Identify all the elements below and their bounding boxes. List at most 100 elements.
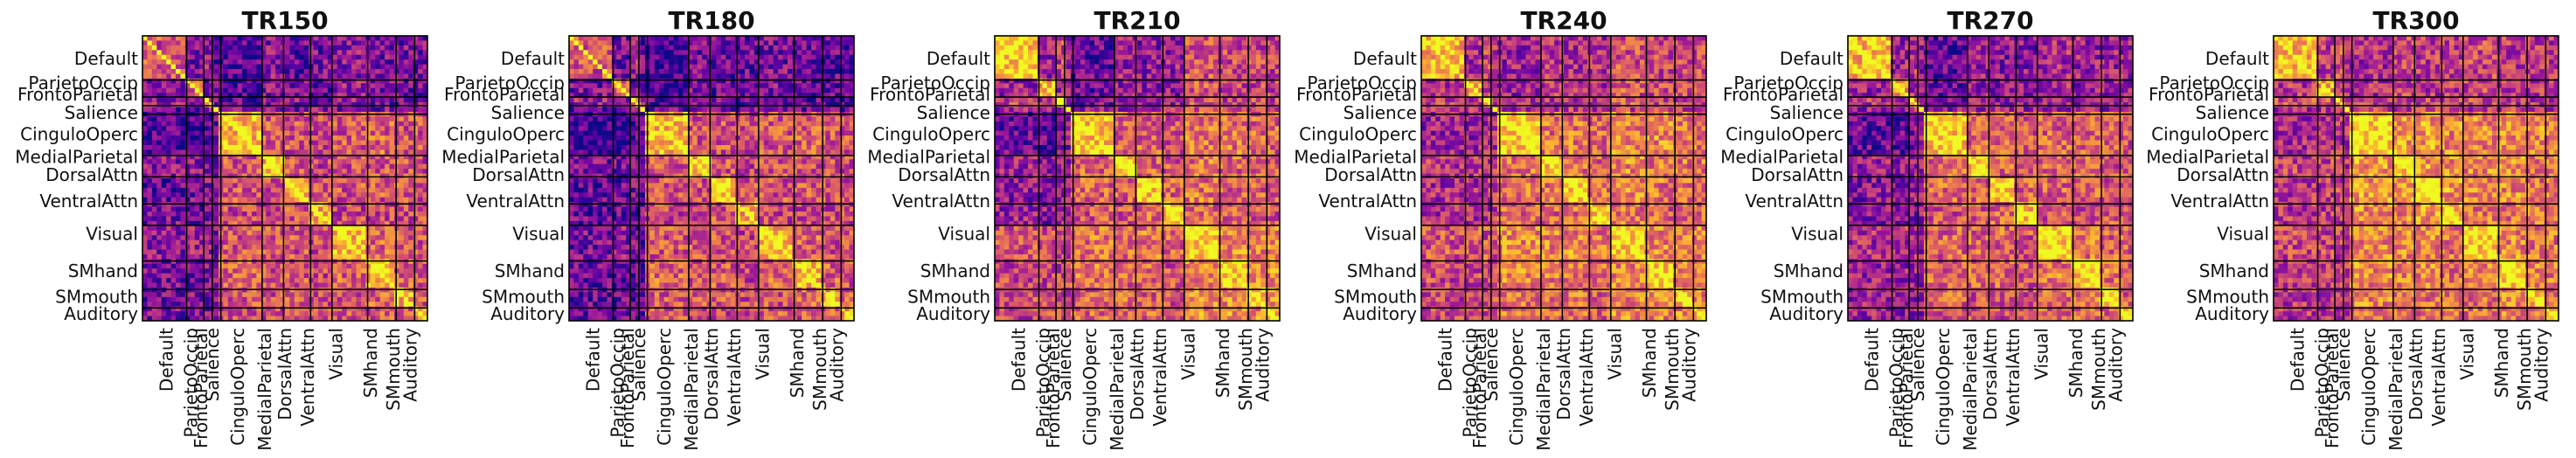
heatmap-cell	[289, 50, 295, 55]
heatmap-cell	[380, 302, 385, 307]
heatmap-cell	[147, 231, 152, 236]
heatmap-cell	[764, 59, 769, 65]
heatmap-cell	[318, 159, 323, 164]
heatmap-cell	[332, 135, 337, 141]
heatmap-cell	[825, 98, 830, 103]
heatmap-cell	[342, 126, 347, 131]
heatmap-cell	[205, 131, 210, 136]
heatmap-cell	[607, 126, 612, 131]
heatmap-cell	[318, 169, 323, 174]
heatmap-cell	[162, 302, 167, 307]
heatmap-cell	[332, 311, 337, 316]
heatmap-cell	[332, 116, 337, 121]
heatmap-cell	[811, 83, 816, 88]
heatmap-cell	[242, 50, 247, 55]
heatmap-cell	[712, 59, 717, 65]
heatmap-cell	[156, 268, 162, 274]
heatmap-cell	[233, 83, 238, 88]
heatmap-cell	[247, 55, 253, 60]
heatmap-cell	[152, 55, 157, 60]
heatmap-cell	[242, 102, 247, 108]
heatmap-cell	[247, 50, 253, 55]
heatmap-cell	[314, 212, 319, 217]
heatmap-cell	[390, 88, 395, 94]
heatmap-cell	[418, 183, 423, 188]
heatmap-cell	[418, 141, 423, 146]
heatmap-cell	[323, 212, 328, 217]
heatmap-cell	[655, 126, 660, 131]
heatmap-cell	[385, 164, 390, 170]
heatmap-cell	[380, 254, 385, 260]
heatmap-cell	[295, 135, 300, 141]
heatmap-cell	[209, 302, 214, 307]
heatmap-cell	[361, 116, 366, 121]
heatmap-cell	[295, 278, 300, 283]
heatmap-cell	[332, 240, 337, 246]
heatmap-cell	[242, 292, 247, 297]
heatmap-cell	[579, 73, 584, 79]
heatmap-cell	[649, 55, 655, 60]
heatmap-cell	[271, 102, 276, 108]
heatmap-cell	[357, 149, 362, 155]
heatmap-cell	[266, 126, 271, 131]
heatmap-cell	[802, 116, 807, 121]
heatmap-cell	[399, 159, 404, 164]
heatmap-cell	[209, 311, 214, 316]
heatmap-cell	[256, 116, 261, 121]
heatmap-cell	[811, 108, 816, 113]
heatmap-cell	[802, 98, 807, 103]
heatmap-cell	[593, 83, 598, 88]
heatmap-cell	[674, 73, 679, 79]
heatmap-cell	[712, 65, 717, 70]
heatmap-cell	[195, 135, 200, 141]
heatmap-cell	[390, 159, 395, 164]
heatmap-cell	[166, 207, 171, 212]
heatmap-cell	[342, 292, 347, 297]
heatmap-cell	[390, 254, 395, 260]
heatmap-cell	[357, 231, 362, 236]
heatmap-cell	[778, 73, 783, 79]
heatmap-cell	[271, 145, 276, 150]
heatmap-cell	[314, 164, 319, 170]
heatmap-cell	[347, 59, 352, 65]
heatmap-cell	[332, 212, 337, 217]
heatmap-cell	[357, 311, 362, 316]
heatmap-cell	[593, 116, 598, 121]
heatmap-cell	[375, 240, 380, 246]
heatmap-cell	[408, 207, 413, 212]
heatmap-cell	[802, 65, 807, 70]
heatmap-cell	[156, 174, 162, 179]
heatmap-cell	[247, 135, 253, 141]
heatmap-cell	[242, 116, 247, 121]
heatmap-cell	[166, 131, 171, 136]
heatmap-cell	[275, 178, 281, 184]
heatmap-cell	[655, 141, 660, 146]
heatmap-cell	[162, 116, 167, 121]
heatmap-cell	[162, 141, 167, 146]
heatmap-cell	[295, 250, 300, 255]
heatmap-cell	[385, 50, 390, 55]
heatmap-cell	[256, 178, 261, 184]
heatmap-cell	[176, 169, 181, 174]
heatmap-cell	[223, 50, 228, 55]
heatmap-cell	[385, 268, 390, 274]
heatmap-cell	[361, 274, 366, 279]
heatmap-cell	[588, 36, 594, 41]
heatmap-cell	[304, 145, 309, 150]
heatmap-cell	[275, 145, 281, 150]
heatmap-cell	[285, 245, 290, 250]
heatmap-cell	[371, 50, 376, 55]
heatmap-cell	[190, 178, 195, 184]
heatmap-cell	[375, 65, 380, 70]
heatmap-cell	[802, 55, 807, 60]
heatmap-cell	[233, 254, 238, 260]
heatmap-cell	[147, 141, 152, 146]
heatmap-cell	[380, 45, 385, 51]
heatmap-cell	[142, 297, 148, 302]
heatmap-cell	[289, 149, 295, 155]
heatmap-cell	[156, 149, 162, 155]
row-label: SMhand	[68, 260, 138, 281]
heatmap-cell	[768, 59, 774, 65]
heatmap-cell	[807, 131, 812, 136]
heatmap-cell	[228, 240, 233, 246]
